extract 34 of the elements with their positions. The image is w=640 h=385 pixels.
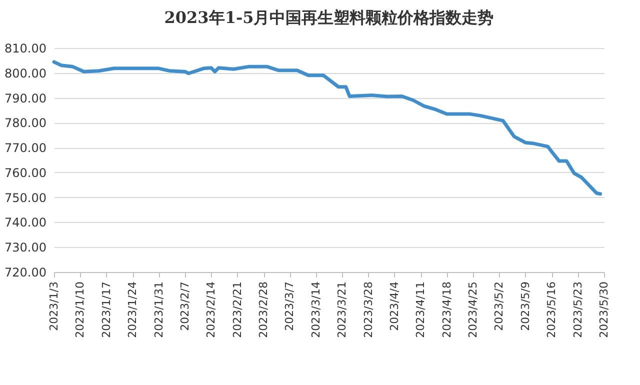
y-tick-label: 800.00 (4, 66, 46, 80)
x-tick-label: 2023/3/21 (336, 282, 349, 338)
y-tick-label: 770.00 (4, 141, 46, 156)
x-tick-label: 2023/4/11 (414, 282, 428, 338)
x-tick-label: 2023/3/28 (362, 282, 375, 338)
x-tick-label: 2023/1/24 (126, 282, 140, 338)
y-tick-label: 720.00 (4, 266, 46, 280)
x-tick-label: 2023/2/28 (257, 282, 270, 338)
x-tick-label: 2023/2/21 (230, 282, 244, 338)
y-tick-label: 750.00 (4, 190, 46, 205)
x-tick-label: 2023/4/4 (388, 282, 401, 331)
x-tick-label: 2023/4/25 (466, 282, 480, 338)
x-tick-label: 2023/5/23 (571, 282, 584, 338)
y-tick-label: 760.00 (4, 166, 46, 180)
x-tick-label: 2023/3/7 (283, 282, 296, 331)
x-tick-label: 2023/5/2 (492, 282, 506, 331)
x-tick-label: 2023/2/7 (178, 282, 192, 331)
chart-title: 2023年1-5月中国再生塑料颗粒价格指数走势 (164, 8, 494, 27)
line-series (52, 60, 602, 196)
y-tick-label: 740.00 (4, 216, 46, 230)
x-tick-label: 2023/1/10 (74, 282, 87, 338)
x-tick-label: 2023/1/31 (152, 282, 166, 338)
y-tick-label: 810.00 (4, 42, 46, 56)
x-tick-label: 2023/2/14 (204, 282, 218, 338)
x-tick-label: 2023/4/18 (440, 282, 454, 338)
y-tick-label: 730.00 (4, 240, 46, 255)
y-tick-label: 790.00 (4, 91, 46, 106)
x-tick-label: 2023/1/3 (48, 282, 60, 331)
x-tick-label: 2023/3/14 (309, 282, 322, 338)
x-tick-label: 2023/5/16 (545, 282, 558, 338)
x-tick-label: 2023/5/9 (518, 282, 532, 331)
x-tick-label: 2023/1/17 (100, 282, 113, 338)
y-tick-label: 780.00 (4, 116, 46, 130)
x-tick-label: 2023/5/30 (598, 282, 610, 338)
